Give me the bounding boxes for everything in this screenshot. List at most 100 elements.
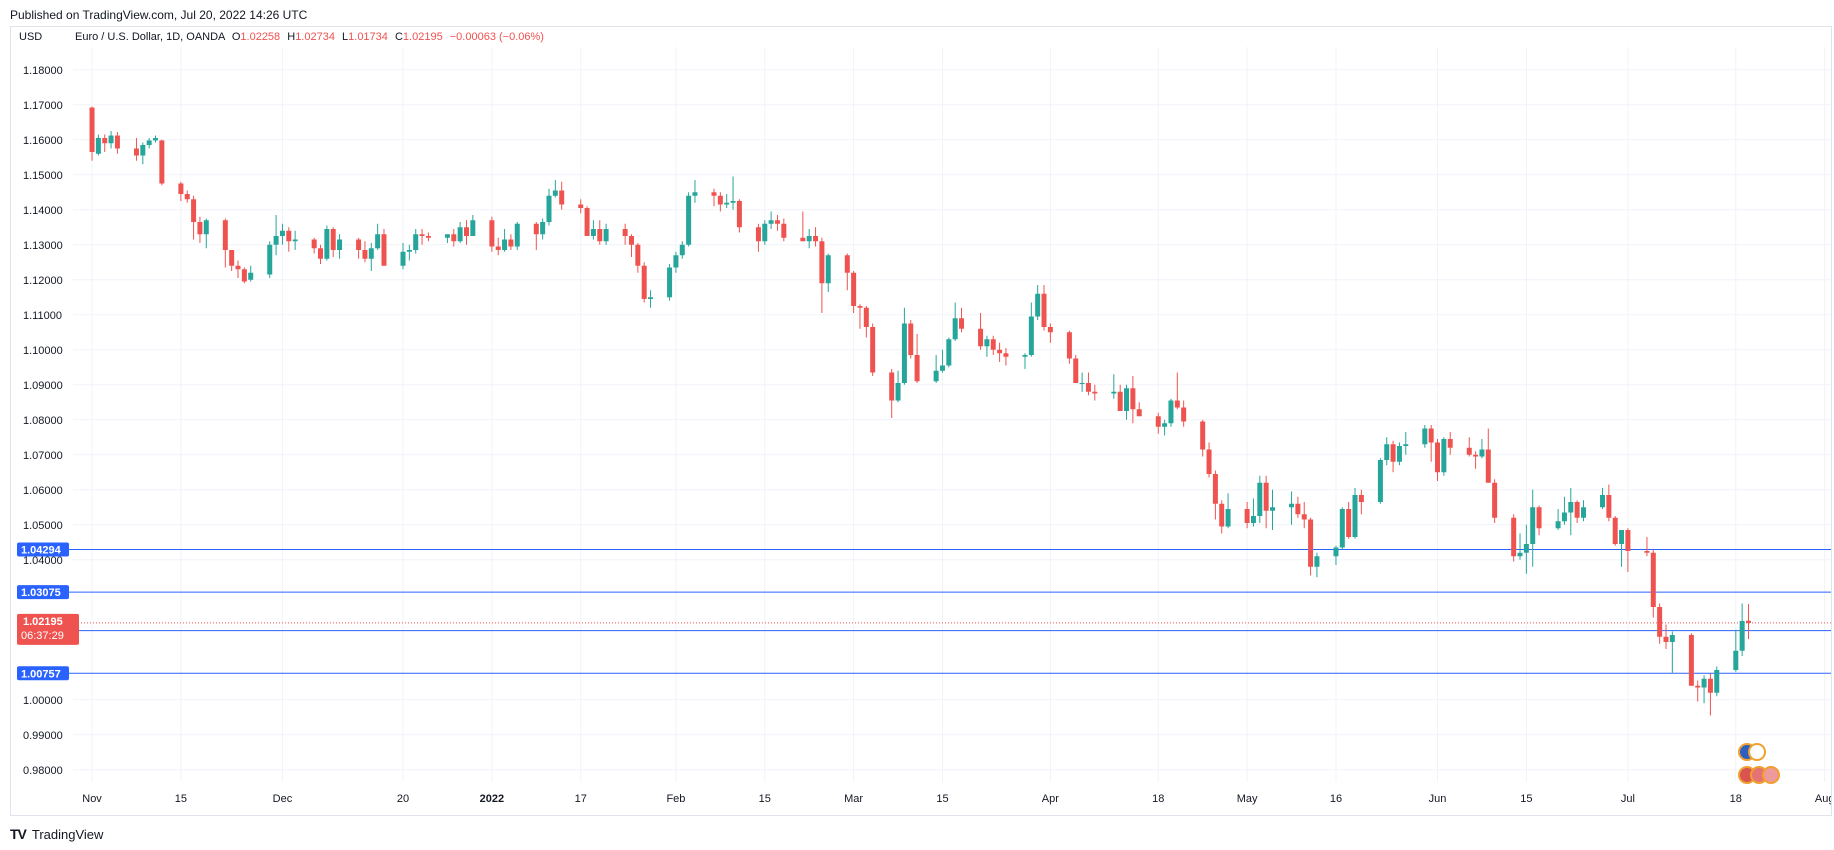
candle: [1333, 545, 1339, 565]
candle: [870, 323, 876, 376]
y-tick-label: 1.00000: [23, 695, 63, 707]
candle-body: [819, 241, 825, 284]
candle-body: [184, 194, 190, 200]
candle-body: [1377, 460, 1383, 502]
candle-body: [102, 138, 108, 144]
x-tick-label: 2022: [480, 793, 504, 805]
candle: [590, 220, 596, 240]
event-flags-us[interactable]: [1738, 766, 1780, 784]
candle: [1390, 440, 1396, 473]
candle: [241, 267, 247, 284]
candle: [159, 139, 165, 186]
candle: [1650, 549, 1656, 618]
candle-body: [140, 145, 146, 156]
candle: [1403, 432, 1409, 455]
candle-body: [1396, 446, 1402, 462]
candle: [451, 229, 457, 247]
candle-body: [470, 220, 476, 236]
candle-body: [1136, 409, 1142, 417]
candle-body: [603, 229, 609, 242]
candle-body: [1117, 391, 1123, 411]
candle: [1295, 496, 1301, 518]
candle-body: [381, 234, 387, 266]
candle-body: [1079, 383, 1085, 384]
candle: [914, 334, 920, 383]
candle-body: [197, 222, 203, 235]
candle-body: [1612, 517, 1618, 544]
candle: [1289, 491, 1295, 525]
candle-body: [508, 239, 514, 247]
candle-body: [1250, 516, 1256, 523]
candle: [1200, 419, 1206, 457]
candle-body: [1574, 502, 1580, 518]
legend-close-label: C: [395, 31, 403, 43]
candle-body: [914, 355, 920, 382]
candle-body: [1523, 544, 1529, 553]
candle: [1136, 402, 1142, 417]
candle-body: [406, 250, 412, 252]
candle-body: [978, 328, 984, 347]
candle: [622, 223, 628, 245]
candle: [857, 304, 863, 329]
candle: [730, 176, 736, 210]
candle-body: [286, 230, 292, 242]
candle-body: [1479, 449, 1485, 457]
candle: [489, 216, 495, 252]
candle: [552, 180, 558, 198]
candle: [1162, 419, 1168, 436]
candle-body: [1092, 391, 1098, 394]
candle: [1733, 629, 1739, 672]
us-flag-icon[interactable]: [1762, 766, 1780, 784]
candle-body: [673, 255, 679, 268]
candle-body: [425, 236, 431, 238]
event-flags-eu[interactable]: [1738, 743, 1766, 761]
candle-body: [1301, 514, 1307, 520]
candle: [235, 260, 241, 278]
candle: [406, 244, 412, 261]
candle: [717, 192, 723, 212]
legend-low: 1.01734: [348, 31, 388, 43]
horizontal-levels[interactable]: [69, 548, 1831, 674]
candle: [800, 211, 806, 242]
level-tag-value: 1.03075: [21, 587, 61, 599]
candle-body: [1745, 620, 1751, 623]
candle: [318, 244, 324, 264]
candle-body: [514, 223, 520, 247]
candle: [1085, 372, 1091, 396]
x-tick-label: 15: [759, 793, 771, 805]
candles[interactable]: [89, 106, 1751, 716]
candle-body: [330, 229, 336, 250]
candle: [540, 218, 546, 240]
candle: [1041, 285, 1047, 331]
candle-body: [901, 323, 907, 383]
candle: [762, 220, 768, 245]
candle-body: [641, 265, 647, 299]
candle-body: [1695, 685, 1701, 688]
candle-body: [774, 220, 780, 224]
level-tag-value: 1.04294: [21, 544, 62, 556]
candle-body: [1244, 509, 1250, 523]
candle: [813, 227, 819, 247]
candle-body: [1447, 439, 1453, 448]
candle-body: [362, 250, 368, 259]
candle: [641, 262, 647, 303]
economic-events[interactable]: [1738, 743, 1780, 784]
candlestick-chart[interactable]: 1.18000 1.17000 1.16000 1.15000 1.14000 1.130…: [11, 27, 1834, 815]
candle: [578, 199, 584, 214]
candle-body: [1663, 636, 1669, 642]
us-flag-icon[interactable]: [1748, 743, 1766, 761]
candle-body: [1600, 495, 1606, 508]
candle: [197, 216, 203, 243]
candle-body: [1066, 332, 1072, 359]
candle-body: [1028, 316, 1034, 355]
candle: [667, 264, 673, 301]
candle-body: [1130, 388, 1136, 410]
candle: [997, 342, 1003, 362]
candle: [514, 222, 520, 250]
legend-open: 1.02258: [240, 31, 280, 43]
candle: [330, 227, 336, 257]
candle-body: [1041, 293, 1047, 327]
candle: [939, 349, 945, 373]
chart-frame[interactable]: 1.18000 1.17000 1.16000 1.15000 1.14000 1.130…: [10, 26, 1834, 816]
x-tick-label: 15: [936, 793, 948, 805]
